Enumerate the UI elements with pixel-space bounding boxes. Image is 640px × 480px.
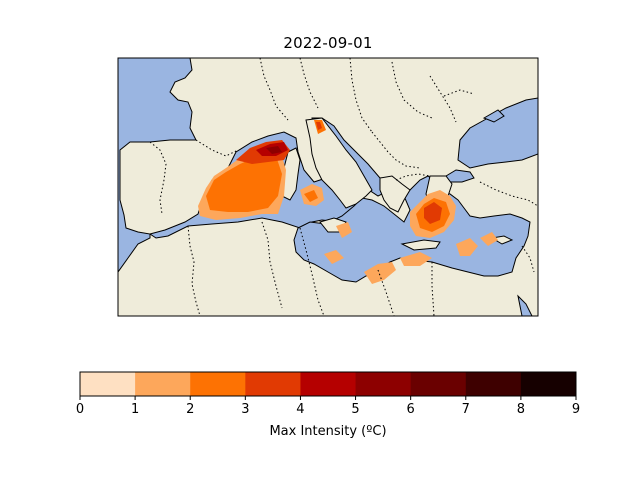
- colorbar-tick-label: 6: [407, 402, 415, 417]
- colorbar-segment: [410, 372, 467, 396]
- colorbar-tick-label: 9: [572, 402, 580, 417]
- country-borders: [149, 58, 538, 316]
- colorbar-tick-label: 3: [241, 402, 249, 417]
- colorbar-tick-label: 1: [131, 402, 139, 417]
- colorbar-frame: [79, 371, 577, 397]
- map-title: 2022-09-01: [283, 34, 373, 52]
- colorbar-label: Max Intensity (ºC): [269, 424, 387, 439]
- map-frame: [117, 57, 539, 317]
- red-sea-corner: [517, 294, 533, 316]
- colorbar-tick-label: 5: [351, 402, 359, 417]
- colorbar-tick-label: 7: [462, 402, 470, 417]
- colorbar-segment: [465, 372, 522, 396]
- crete: [400, 239, 441, 251]
- gulf-inlet: [482, 109, 505, 123]
- colorbar-segment: [300, 372, 357, 396]
- map-panel: [117, 57, 539, 317]
- colorbar-segment: [355, 372, 412, 396]
- colorbar-tick-label: 2: [186, 402, 194, 417]
- colorbar-segment: [520, 372, 577, 396]
- colorbar-tick-label: 8: [517, 402, 525, 417]
- colorbar-segment: [80, 372, 136, 396]
- colorbar-segment: [190, 372, 246, 396]
- intensity-overlay: [198, 120, 498, 284]
- colorbar-tick-label: 0: [76, 402, 84, 417]
- colorbar-tick-label: 4: [296, 402, 304, 417]
- colorbar-segment: [135, 372, 191, 396]
- colorbar-segment: [245, 372, 301, 396]
- colorbar: 0 1 2 3 4 5 6 7 8 9: [76, 371, 580, 417]
- cyprus: [490, 235, 514, 245]
- italy: [305, 117, 373, 209]
